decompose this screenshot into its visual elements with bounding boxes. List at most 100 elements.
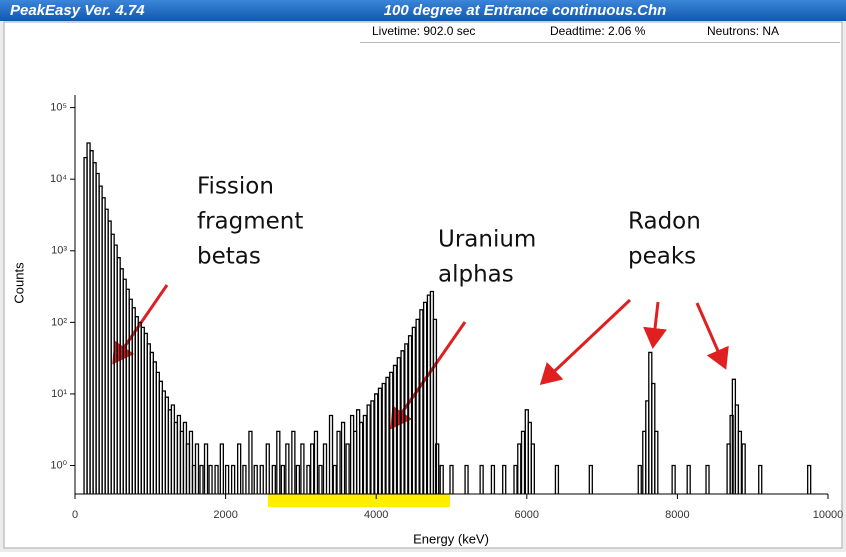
deadtime: Deadtime: 2.06 % xyxy=(550,24,646,38)
spectrum-bin xyxy=(374,393,379,494)
x-tick-label: 10000 xyxy=(813,509,844,521)
x-tick-label: 8000 xyxy=(665,509,689,521)
spectrum-bin xyxy=(419,309,424,494)
spectrum-bin xyxy=(358,421,364,494)
spectrum-bin xyxy=(271,464,276,494)
spectrum-bin xyxy=(318,464,323,494)
spectrum-bin xyxy=(588,464,593,494)
spectrum-bin xyxy=(340,421,346,494)
spectrum-bin xyxy=(554,464,560,494)
spectrum-bin xyxy=(449,464,454,494)
spectrum-bin xyxy=(248,430,253,494)
spectrum-bin xyxy=(300,443,305,494)
spectrum-bin xyxy=(276,430,281,494)
y-tick-label: 10² xyxy=(51,316,67,328)
app-title: PeakEasy Ver. 4.74 xyxy=(10,2,145,19)
x-tick-label: 6000 xyxy=(515,509,539,521)
spectrum-bin xyxy=(336,430,341,494)
spectrum-bin xyxy=(729,414,734,494)
spectrum-bin xyxy=(242,464,247,494)
spectrum-bin xyxy=(230,464,236,494)
spectrum-bin xyxy=(439,464,444,494)
spectrum-bin xyxy=(637,464,642,494)
annotation: Radon xyxy=(628,209,701,235)
spectrum-bin xyxy=(214,464,219,494)
spectrum-bin xyxy=(194,443,200,494)
spectrum-bin xyxy=(737,430,743,494)
spectrum-bin xyxy=(435,443,440,494)
spectrum-bin xyxy=(285,443,290,494)
neutrons: Neutrons: NA xyxy=(707,24,779,38)
spectrum-bin xyxy=(291,430,296,494)
spectrum-bin xyxy=(502,464,507,494)
spectrum-bin xyxy=(345,443,350,494)
spectrum-bin xyxy=(377,387,383,494)
spectrum-bin xyxy=(199,464,204,494)
spectrum-bin xyxy=(400,350,405,494)
spectrum-bin xyxy=(332,464,337,494)
spectrum-bin xyxy=(219,443,224,494)
spectrum-bin xyxy=(224,464,230,494)
spectrum-bin xyxy=(530,443,535,494)
annotation: alphas xyxy=(438,262,514,288)
spectrum-bin xyxy=(517,443,522,494)
spectrum-bin xyxy=(306,464,311,494)
status-divider xyxy=(360,42,840,43)
spectrum-bin xyxy=(366,404,371,494)
spectrum-bin xyxy=(253,464,258,494)
spectrum-bin xyxy=(741,443,746,494)
spectrum-bin xyxy=(464,464,469,494)
livetime: Livetime: 902.0 sec xyxy=(372,24,475,38)
annotation: fragment xyxy=(197,209,303,235)
spectrum-bin xyxy=(381,382,386,494)
y-tick-label: 10¹ xyxy=(51,388,67,400)
spectrum-bin xyxy=(513,464,518,494)
spectrum-bin xyxy=(404,343,409,494)
annotation: peaks xyxy=(628,244,696,270)
spectrum-bin xyxy=(686,464,691,494)
spectrum-bin xyxy=(208,464,213,494)
spectrum-bin xyxy=(432,318,438,494)
file-title: 100 degree at Entrance continuous.Chn xyxy=(384,2,667,19)
spectrum-bin xyxy=(203,443,209,494)
spectrum-bin xyxy=(295,464,301,494)
spectrum-bin xyxy=(392,364,398,494)
annotation: betas xyxy=(197,244,261,270)
spectrum-bin xyxy=(389,371,394,494)
spectrum-bin xyxy=(411,326,416,494)
y-tick-label: 10³ xyxy=(51,245,67,257)
spectrum-bin xyxy=(671,464,676,494)
spectrum-bin xyxy=(758,464,763,494)
spectrum-bin xyxy=(362,414,368,494)
x-tick-label: 2000 xyxy=(213,509,237,521)
x-axis-label: Energy (keV) xyxy=(413,531,489,546)
spectrum-bin xyxy=(280,464,285,494)
spectrum-bin xyxy=(313,430,319,494)
spectrum-bin xyxy=(807,464,812,494)
spectrum-bin xyxy=(328,414,334,494)
spectrum-bin xyxy=(520,430,526,494)
spectrum-bin xyxy=(237,443,242,494)
annotation: Uranium xyxy=(438,227,536,253)
spectrum-bin xyxy=(385,376,390,494)
spectrum-bin xyxy=(259,464,264,494)
spectrum-bin xyxy=(188,430,194,494)
y-tick-label: 10⁰ xyxy=(50,459,67,471)
highlight-bar xyxy=(268,494,450,507)
spectrum-bin xyxy=(422,301,428,494)
spectrum-bin xyxy=(370,400,375,494)
spectrum-bin xyxy=(407,335,413,494)
title-bar xyxy=(0,0,846,21)
spectrum-bin xyxy=(396,357,401,494)
y-tick-label: 10⁵ xyxy=(50,102,67,114)
spectrum-bin xyxy=(479,464,484,494)
x-tick-label: 4000 xyxy=(364,509,388,521)
spectrum-bin xyxy=(415,318,420,494)
spectrum-bin xyxy=(265,443,270,494)
spectrum-bin xyxy=(490,464,496,494)
y-axis-label: Counts xyxy=(11,262,26,304)
annotation: Fission xyxy=(197,174,274,200)
spectrum-bin xyxy=(705,464,710,494)
spectrum-bin xyxy=(654,430,659,494)
